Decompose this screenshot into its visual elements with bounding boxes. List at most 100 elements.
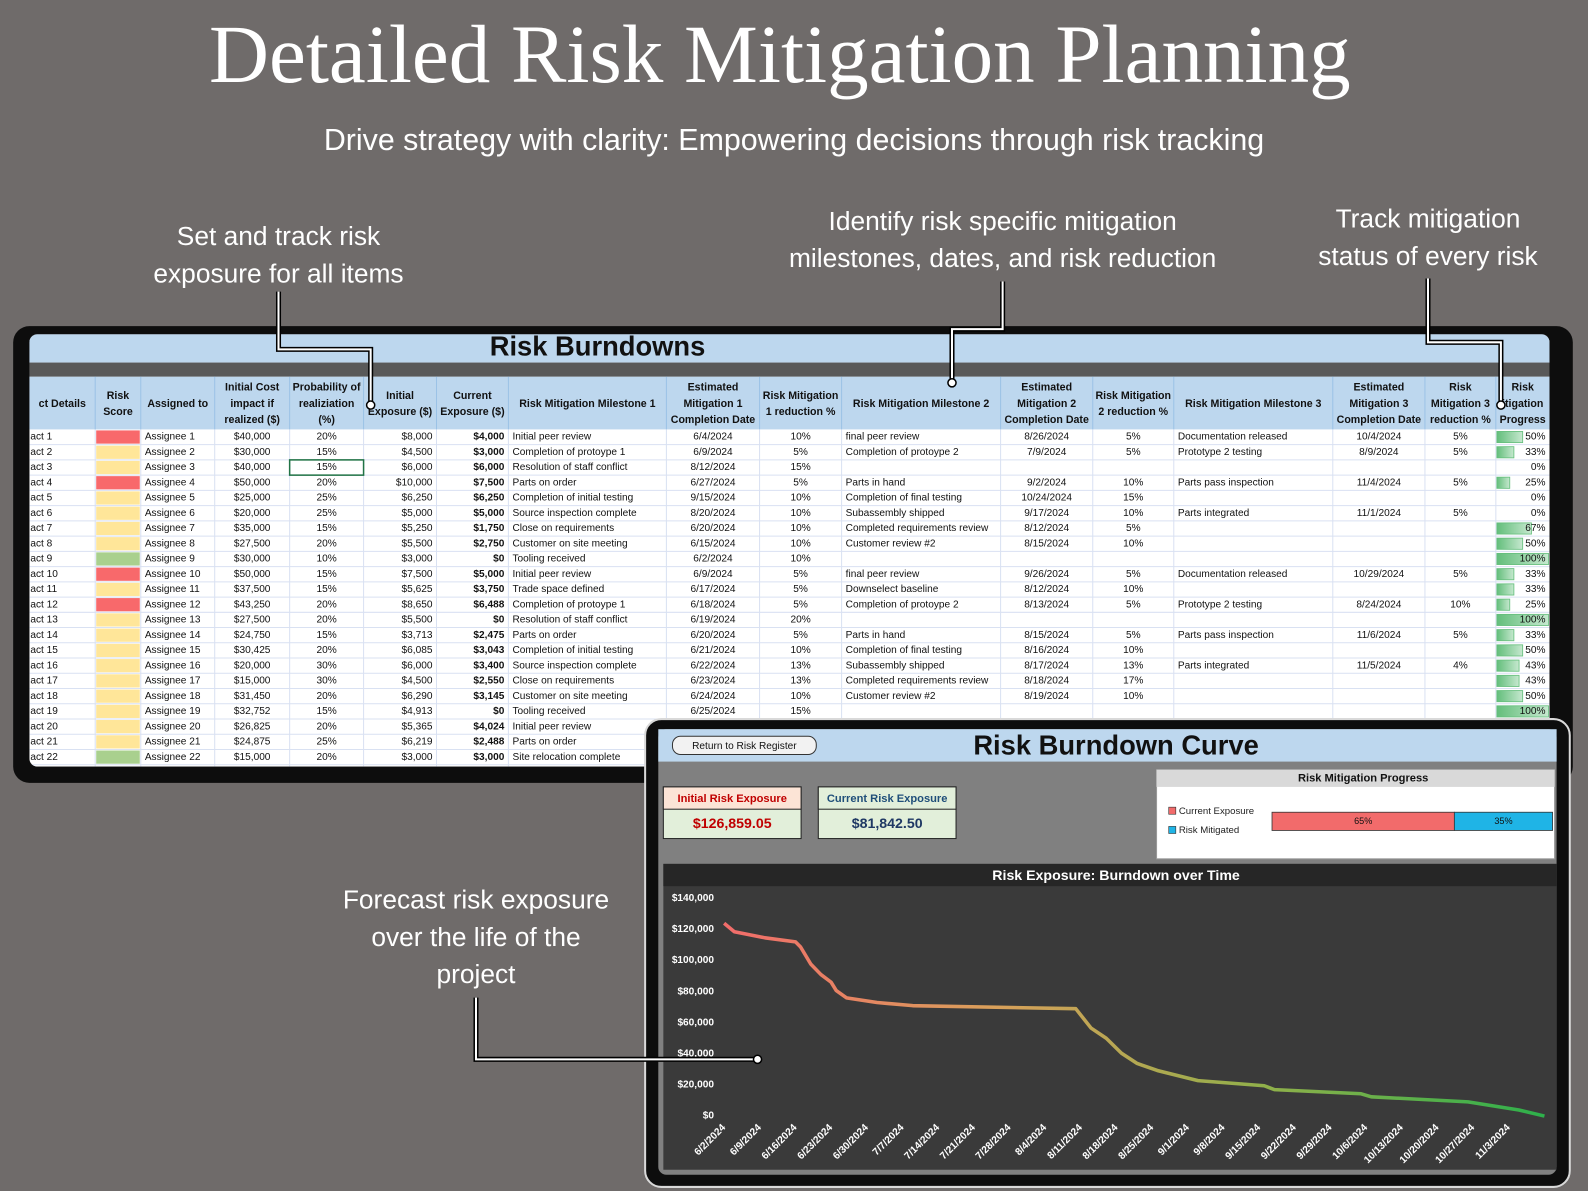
progress-bar xyxy=(1496,705,1549,718)
legend-swatch xyxy=(1168,806,1177,815)
column-header: Initial xyxy=(386,390,414,402)
column-header: Probability of xyxy=(293,382,361,394)
column-header: Estimated xyxy=(1021,382,1072,394)
cell: 33% xyxy=(1525,569,1545,580)
progress-bar xyxy=(1496,644,1524,657)
column-header: Score xyxy=(103,406,133,418)
cell: Trade space defined xyxy=(512,584,604,595)
cell: 8/24/2024 xyxy=(1356,599,1401,610)
return-button-label[interactable]: Return to Risk Register xyxy=(692,741,797,752)
cell: $3,750 xyxy=(473,584,504,595)
cell: 10% xyxy=(1123,584,1143,595)
page-subtitle: Drive strategy with clarity: Empowering … xyxy=(324,123,1264,157)
cell: Assignee 15 xyxy=(145,645,201,656)
cell: 5% xyxy=(793,477,808,488)
return-button[interactable] xyxy=(671,735,817,756)
cell: act 8 xyxy=(30,538,52,549)
cell: Completion of final testing xyxy=(846,493,962,504)
cell: Documentation released xyxy=(1178,432,1288,443)
cell: 20% xyxy=(316,645,336,656)
cell: Customer on site meeting xyxy=(512,538,627,549)
risk-score-cell xyxy=(96,582,140,597)
cell: 9/17/2024 xyxy=(1024,508,1069,519)
y-tick-label: $40,000 xyxy=(677,1049,714,1060)
stat-card-header xyxy=(662,786,802,810)
risk-score-cell xyxy=(96,674,140,688)
cell: 9/15/2024 xyxy=(690,493,735,504)
cell: 6/25/2024 xyxy=(690,706,735,717)
cell: Subassembly shipped xyxy=(846,508,945,519)
cell: act 7 xyxy=(30,523,52,534)
column-header: Current xyxy=(453,390,492,402)
cell: 25% xyxy=(316,737,336,748)
progress-bar xyxy=(1496,537,1524,550)
progress-bar xyxy=(1496,476,1511,489)
cell: $20,000 xyxy=(234,660,271,671)
cell: Customer on site meeting xyxy=(512,691,627,702)
cell: $5,500 xyxy=(402,615,433,626)
progress-bar xyxy=(1496,613,1549,626)
column-header: ct Details xyxy=(39,398,86,410)
cell: 5% xyxy=(1126,447,1141,458)
table-title: Risk Burndowns xyxy=(490,331,706,362)
cell: Completion of protoype 1 xyxy=(512,599,625,610)
cell: Close on requirements xyxy=(512,523,614,534)
cell: $6,250 xyxy=(402,493,433,504)
legend-swatch xyxy=(1168,826,1177,834)
cell: Assignee 7 xyxy=(145,523,195,534)
column-header: Risk Mitigation Milestone 1 xyxy=(519,398,655,410)
table: Risk Burndowns ct Details Risk Score Assign… xyxy=(29,331,1550,767)
cell: act 21 xyxy=(30,737,58,748)
cell: $8,650 xyxy=(402,599,433,610)
cell: act 18 xyxy=(30,691,58,702)
cell: Assignee 17 xyxy=(145,676,201,687)
cell: 0% xyxy=(1531,462,1546,473)
table-title-bar xyxy=(29,334,1550,363)
cell: 6/27/2024 xyxy=(690,477,735,488)
progress-bar xyxy=(1496,674,1520,687)
cell: 20% xyxy=(316,432,336,443)
cell: $5,000 xyxy=(473,569,504,580)
cell: 50% xyxy=(1525,432,1545,443)
column-header: Completion Date xyxy=(1004,414,1089,426)
cell: $2,550 xyxy=(473,676,504,687)
progress-bar xyxy=(1496,583,1515,596)
cell: Assignee 9 xyxy=(145,554,195,565)
callout-connector xyxy=(950,281,1004,383)
progress-segment xyxy=(1453,811,1553,831)
cell: 11/5/2024 xyxy=(1357,660,1402,671)
risk-score-cell xyxy=(96,613,140,627)
cell: 10/24/2024 xyxy=(1021,493,1072,504)
risk-score-cell xyxy=(96,506,140,520)
legend-label: Current Exposure xyxy=(1179,806,1254,817)
cell: 10% xyxy=(790,691,810,702)
cell: act 4 xyxy=(30,477,52,488)
cell: 6/20/2024 xyxy=(690,523,735,534)
cell: $1,750 xyxy=(473,523,504,534)
legend-label: Risk Mitigated xyxy=(1179,825,1239,836)
cell: Customer review #2 xyxy=(846,538,936,549)
column-header: Exposure ($) xyxy=(368,406,433,418)
progress-bar xyxy=(1496,598,1511,611)
cell: 5% xyxy=(1126,630,1141,641)
cell: Completion of initial testing xyxy=(512,645,633,656)
risk-score-cell xyxy=(96,598,140,612)
cell: Completion of protoype 2 xyxy=(846,447,959,458)
cell: 15% xyxy=(316,706,336,717)
cell: $40,000 xyxy=(234,462,271,473)
cell: Parts pass inspection xyxy=(1178,477,1274,488)
progress-label: 35% xyxy=(1494,816,1512,826)
cell: act 9 xyxy=(30,554,52,565)
cell: $50,000 xyxy=(234,477,271,488)
column-header: Risk xyxy=(1449,382,1472,394)
cell: 15% xyxy=(316,523,336,534)
cell: $43,250 xyxy=(234,599,271,610)
cell: 10% xyxy=(1123,508,1143,519)
cell: $3,145 xyxy=(473,691,504,702)
progress-bar xyxy=(1496,446,1515,459)
cell: $35,000 xyxy=(234,523,271,534)
cell: 9/2/2024 xyxy=(1027,477,1067,488)
cell: 10/29/2024 xyxy=(1354,569,1405,580)
cell: 10% xyxy=(790,523,810,534)
